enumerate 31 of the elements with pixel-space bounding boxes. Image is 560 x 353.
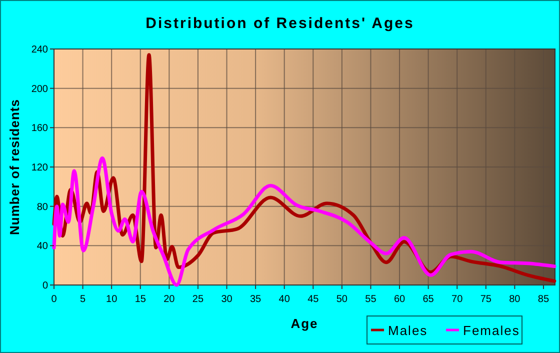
y-tick-label: 40 [36, 241, 48, 252]
legend-label: Males [388, 323, 428, 338]
x-tick-label: 85 [538, 294, 550, 305]
x-tick-label: 5 [80, 294, 86, 305]
x-tick-label: 40 [278, 294, 290, 305]
x-tick-label: 30 [221, 294, 233, 305]
y-tick-label: 200 [31, 84, 48, 95]
line-series [52, 156, 556, 287]
x-tick-label: 0 [51, 294, 58, 305]
x-tick-label: 60 [394, 294, 406, 305]
x-tick-label: 70 [452, 294, 464, 305]
y-tick-label: 80 [36, 202, 48, 213]
x-tick-label: 50 [336, 294, 348, 305]
y-axis-title: Number of residents [7, 99, 22, 235]
x-tick-label: 10 [106, 294, 118, 305]
y-tick-label: 240 [31, 44, 48, 56]
x-tick-label: 15 [134, 294, 146, 305]
x-tick-label: 65 [422, 294, 434, 305]
chart-title: Distribution of Residents' Ages [146, 15, 414, 32]
x-tick-label: 20 [164, 294, 176, 305]
x-tick-label: 55 [365, 294, 377, 305]
x-tick-label: 45 [308, 294, 320, 305]
x-tick-label: 35 [250, 294, 262, 305]
x-axis-title: Age [290, 316, 318, 331]
y-tick-label: 160 [31, 123, 48, 134]
x-tick-label: 80 [509, 294, 521, 305]
y-tick-label: 0 [42, 280, 48, 292]
y-tick-label: 120 [31, 162, 48, 174]
x-tick-label: 75 [480, 294, 492, 305]
x-tick-label: 25 [192, 294, 204, 305]
legend-label: Females [463, 323, 520, 338]
